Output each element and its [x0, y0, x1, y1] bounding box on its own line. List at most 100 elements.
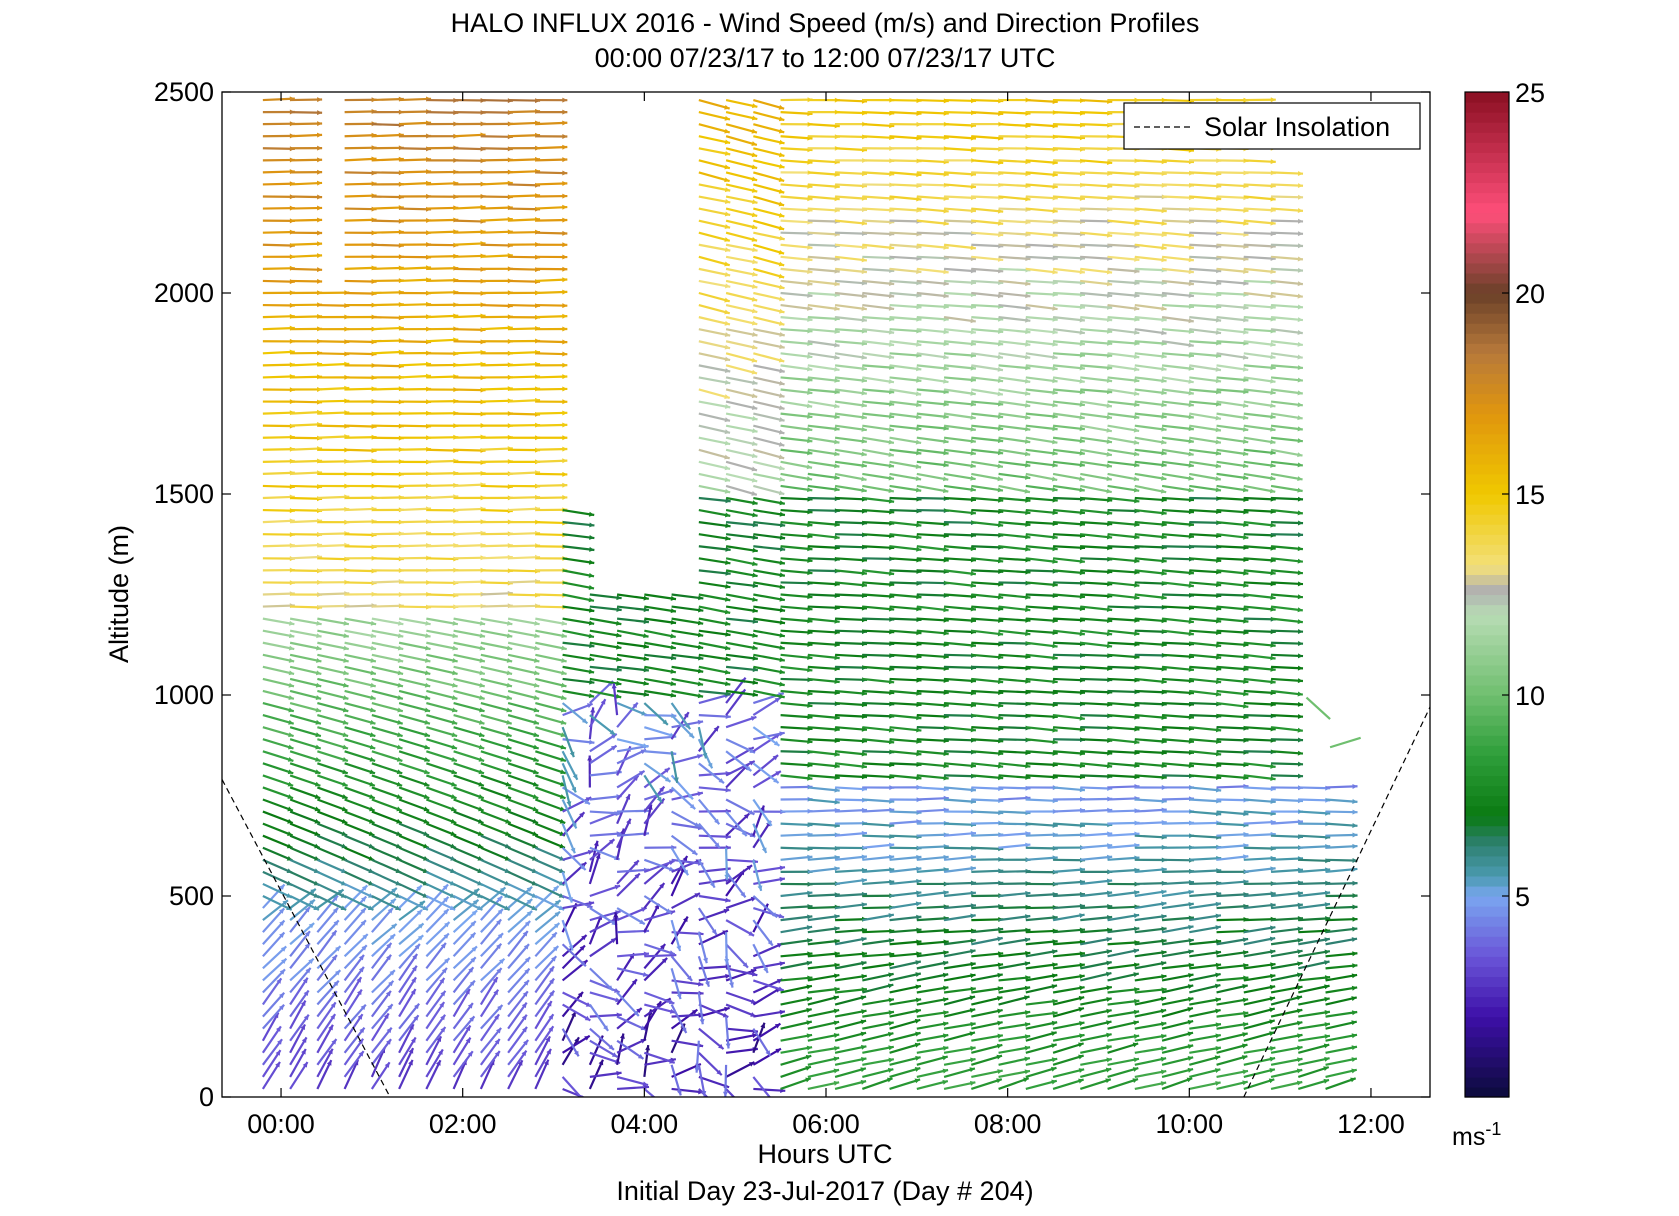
wind-arrow-head: [288, 657, 295, 663]
wind-arrow-head: [751, 453, 758, 459]
wind-arrow-head: [452, 657, 458, 663]
wind-arrow-head: [560, 695, 567, 700]
wind-arrow: [780, 1077, 812, 1090]
wind-arrow-head: [386, 1039, 392, 1045]
wind-arrow: [344, 266, 377, 270]
wind-arrow: [671, 754, 703, 765]
wind-arrow-head: [805, 1077, 811, 1083]
wind-arrow: [344, 810, 375, 825]
wind-arrow: [344, 340, 377, 344]
wind-arrow-head: [369, 806, 375, 812]
wind-arrow-head: [288, 707, 294, 713]
wind-arrow: [807, 762, 840, 768]
wind-arrow-head: [478, 794, 484, 799]
wind-arrow-head: [751, 224, 758, 230]
wind-arrow: [589, 846, 621, 861]
wind-arrow: [698, 1006, 730, 1018]
wind-arrow-head: [332, 895, 338, 901]
wind-arrow: [426, 726, 458, 738]
wind-arrow: [780, 1054, 812, 1066]
wind-arrow-head: [568, 897, 573, 903]
wind-arrow-head: [496, 943, 502, 950]
wind-arrow: [534, 922, 561, 946]
wind-arrow-head: [752, 284, 758, 289]
wind-arrow-head: [450, 818, 457, 824]
wind-arrow: [480, 834, 511, 849]
wind-arrow-head: [752, 522, 758, 528]
wind-arrow: [535, 750, 567, 762]
wind-arrow: [262, 846, 293, 862]
wind-arrow-head: [697, 644, 704, 650]
wind-arrow: [780, 400, 813, 408]
wind-arrow-head: [588, 585, 595, 590]
wind-arrow: [453, 738, 485, 750]
wind-arrow: [780, 424, 813, 432]
wind-arrow: [398, 738, 431, 750]
wind-arrow: [780, 557, 813, 563]
wind-arrow: [371, 123, 404, 127]
wind-arrow-head: [724, 150, 731, 156]
wind-arrow: [698, 412, 731, 422]
wind-arrow: [725, 617, 759, 624]
wind-arrow-head: [683, 916, 688, 923]
wind-arrow: [317, 495, 350, 500]
wind-arrow: [399, 544, 432, 548]
wind-arrow-head: [316, 132, 323, 138]
wind-arrow-head: [698, 655, 704, 661]
wind-arrow: [290, 111, 323, 114]
wind-arrow: [344, 569, 377, 573]
wind-arrow-head: [771, 912, 778, 918]
wind-arrow-head: [807, 775, 813, 781]
wind-arrow: [534, 774, 566, 787]
wind-arrow-head: [725, 656, 731, 662]
wind-arrow-head: [304, 943, 310, 949]
wind-arrow: [426, 653, 458, 663]
wind-arrow-head: [834, 799, 840, 805]
wind-arrow: [371, 846, 402, 862]
wind-arrow-head: [422, 905, 428, 910]
wind-arrow-head: [279, 992, 285, 999]
wind-arrow-head: [751, 128, 757, 134]
wind-arrow-head: [562, 277, 568, 283]
wind-arrow: [399, 424, 432, 428]
wind-arrow: [725, 424, 758, 433]
wind-arrow: [616, 701, 639, 728]
wind-arrow-head: [724, 297, 730, 303]
wind-arrow: [535, 231, 568, 235]
wind-arrow-head: [331, 991, 337, 997]
wind-arrow: [753, 484, 785, 496]
wind-arrow-head: [314, 806, 321, 812]
wind-arrow: [616, 748, 647, 765]
wind-arrow: [507, 822, 539, 837]
wind-arrow: [399, 531, 432, 536]
wind-arrow-head: [724, 379, 731, 385]
wind-arrow: [344, 459, 377, 463]
wind-arrow-head: [778, 225, 785, 231]
wind-arrow: [534, 810, 566, 825]
wind-arrow-head: [779, 331, 785, 337]
wind-arrow: [344, 726, 376, 738]
wind-arrow: [698, 303, 731, 315]
wind-arrow: [398, 1014, 420, 1042]
wind-arrow: [698, 231, 731, 242]
wind-arrow: [344, 882, 375, 899]
wind-arrow: [344, 146, 377, 150]
wind-arrow: [535, 278, 568, 283]
wind-arrow: [725, 436, 758, 446]
wind-arrow-head: [424, 732, 430, 738]
wind-arrow: [426, 593, 459, 597]
wind-arrow: [807, 973, 840, 982]
wind-arrow-head: [288, 682, 295, 688]
wind-arrow: [752, 798, 773, 827]
wind-arrow-head: [807, 366, 813, 372]
wind-arrow-head: [471, 946, 477, 952]
wind-arrow: [344, 870, 375, 887]
wind-arrow: [289, 977, 309, 1006]
wind-arrow-head: [577, 991, 583, 998]
wind-arrow-head: [643, 607, 649, 613]
wind-arrow: [507, 1026, 528, 1054]
wind-arrow: [371, 532, 404, 536]
wind-arrow: [453, 798, 485, 812]
chart-title: HALO INFLUX 2016 - Wind Speed (m/s) and …: [451, 8, 1200, 38]
wind-arrow: [371, 604, 404, 608]
